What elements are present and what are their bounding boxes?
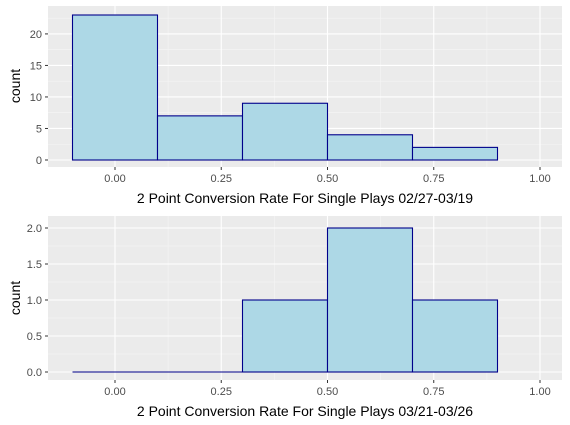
panel-2-x-axis: 0.00 0.25 0.50 0.75 1.00: [104, 380, 551, 398]
x-tick-label: 0.75: [423, 173, 444, 185]
y-tick-label: 15: [30, 60, 42, 72]
panel-2-x-axis-title: 2 Point Conversion Rate For Single Plays…: [137, 403, 473, 419]
y-tick-label: 1.5: [27, 259, 42, 271]
histogram-bar: [241, 299, 329, 373]
histogram-bar: [241, 102, 329, 161]
y-tick-label: 20: [30, 29, 42, 41]
x-tick-label: 0.25: [211, 173, 232, 185]
x-tick-label: 0.50: [317, 173, 338, 185]
x-tick-label: 0.00: [104, 386, 125, 398]
histogram-bar: [326, 134, 414, 161]
x-tick-label: 0.25: [211, 386, 232, 398]
x-tick-label: 0.00: [104, 173, 125, 185]
y-tick-label: 0.0: [27, 367, 42, 379]
panel-2-bars: [72, 227, 499, 373]
panel-2-y-axis: 0.0 0.5 1.0 1.5 2.0: [27, 223, 48, 379]
panel-2-y-axis-title: count: [7, 281, 23, 315]
histogram-bar: [156, 115, 244, 161]
panel-1-y-axis: 0 5 10 15 20: [30, 29, 48, 167]
y-tick-label: 2.0: [27, 223, 42, 235]
histogram-panel-2: 0.00 0.25 0.50 0.75 1.00 0.0 0.5 1.0 1.5 2.0 2 P…: [7, 216, 562, 419]
panel-1-bars: [71, 14, 499, 161]
histogram-panel-1: 0.00 0.25 0.50 0.75 1.00 0 5 10 15 20 2 Point Co…: [7, 6, 562, 206]
histogram-bar: [411, 299, 499, 373]
x-tick-label: 1.00: [529, 173, 550, 185]
y-tick-label: 5: [36, 123, 42, 135]
x-tick-label: 0.50: [317, 386, 338, 398]
histogram-bar: [71, 14, 159, 161]
panel-1-x-axis: 0.00 0.25 0.50 0.75 1.00: [104, 167, 551, 185]
x-tick-label: 1.00: [529, 386, 550, 398]
y-tick-label: 0.5: [27, 331, 42, 343]
x-tick-label: 0.75: [423, 386, 444, 398]
histogram-bar: [326, 227, 414, 373]
panel-1-x-axis-title: 2 Point Conversion Rate For Single Plays…: [137, 190, 473, 206]
histogram-bar: [411, 146, 499, 161]
y-tick-label: 0: [36, 155, 42, 167]
y-tick-label: 10: [30, 92, 42, 104]
panel-1-y-axis-title: count: [7, 69, 23, 103]
y-tick-label: 1.0: [27, 295, 42, 307]
